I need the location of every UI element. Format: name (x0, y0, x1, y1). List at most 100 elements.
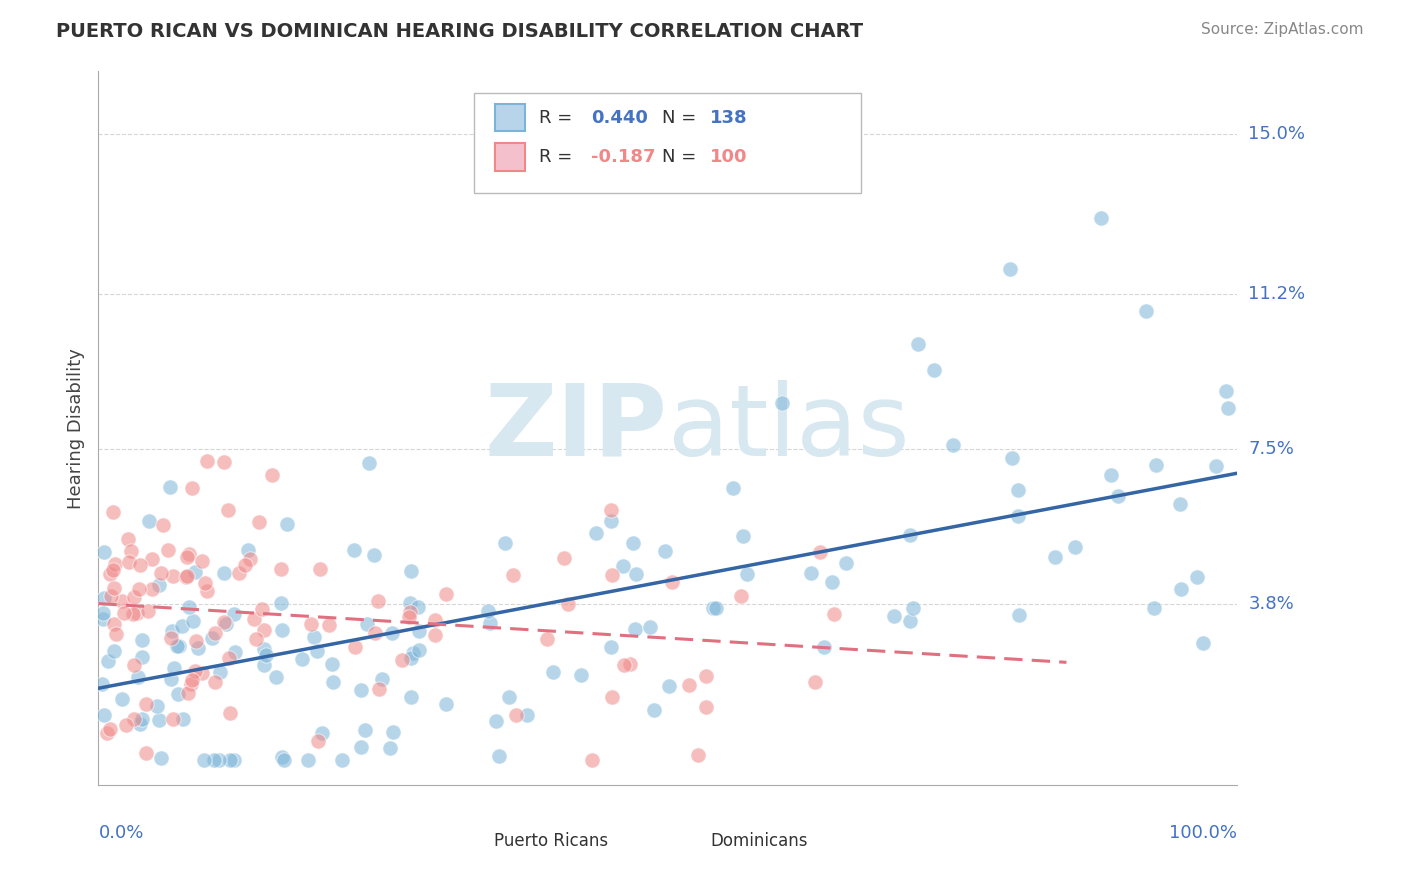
Point (215, 617, 238, 632)
Point (291, 652, 314, 666)
Point (1007, 608, 1029, 623)
Point (103, 581, 125, 595)
Point (1007, 483, 1029, 497)
Point (122, 590, 145, 604)
Point (201, 631, 224, 645)
Point (224, 607, 246, 622)
Point (212, 455, 235, 469)
Point (823, 607, 845, 621)
Point (128, 558, 150, 573)
Point (180, 677, 202, 691)
Point (770, 396, 793, 410)
Point (202, 753, 225, 767)
Point (599, 503, 621, 517)
Point (1170, 582, 1192, 596)
Point (557, 597, 579, 611)
Point (150, 566, 173, 581)
Point (254, 648, 277, 662)
Point (181, 673, 204, 687)
Point (309, 562, 332, 576)
Point (138, 514, 160, 528)
Point (391, 653, 413, 667)
Point (111, 691, 134, 706)
Point (238, 543, 260, 558)
Point (1090, 211, 1112, 226)
Text: PUERTO RICAN VS DOMINICAN HEARING DISABILITY CORRELATION CHART: PUERTO RICAN VS DOMINICAN HEARING DISABI… (56, 22, 863, 41)
Point (569, 668, 592, 682)
Point (97, 654, 120, 668)
Point (115, 718, 138, 732)
Point (318, 618, 340, 632)
Text: 0.0%: 0.0% (98, 824, 143, 842)
Text: 11.2%: 11.2% (1249, 285, 1306, 303)
Point (800, 566, 823, 580)
Point (302, 630, 325, 644)
Point (408, 624, 430, 639)
Point (498, 690, 520, 704)
Point (212, 615, 235, 630)
Point (813, 640, 835, 655)
Point (1007, 509, 1029, 524)
Point (187, 640, 209, 655)
Point (434, 587, 457, 601)
Point (98, 566, 121, 581)
Point (723, 481, 745, 495)
Point (297, 753, 319, 767)
FancyBboxPatch shape (495, 104, 524, 131)
Point (117, 533, 139, 547)
Point (1045, 549, 1067, 564)
Point (371, 673, 394, 687)
Point (401, 646, 423, 660)
Point (516, 708, 538, 723)
Point (131, 632, 153, 647)
Point (612, 559, 634, 574)
Point (602, 568, 624, 582)
FancyBboxPatch shape (474, 93, 862, 193)
Text: 100.0%: 100.0% (1170, 824, 1237, 842)
Point (730, 589, 752, 603)
Point (581, 753, 603, 767)
Point (93, 591, 115, 605)
Point (167, 640, 190, 654)
Point (214, 566, 236, 581)
Point (434, 698, 457, 712)
Point (148, 578, 170, 592)
Point (1143, 601, 1166, 615)
Text: atlas: atlas (668, 380, 910, 476)
Point (170, 619, 193, 633)
Point (901, 601, 924, 615)
Point (613, 658, 636, 673)
Point (141, 551, 163, 566)
Point (247, 515, 270, 529)
Point (488, 749, 510, 764)
Point (177, 599, 200, 614)
FancyBboxPatch shape (463, 833, 479, 851)
Point (111, 594, 134, 608)
Point (1191, 635, 1213, 649)
Point (222, 753, 245, 767)
Point (1064, 540, 1087, 554)
Point (1215, 384, 1237, 399)
Point (332, 753, 354, 767)
Point (623, 622, 645, 636)
Point (643, 703, 665, 717)
Point (494, 536, 516, 550)
Point (585, 526, 607, 541)
Point (276, 516, 298, 531)
Point (270, 749, 292, 764)
Point (245, 632, 267, 647)
Point (322, 674, 344, 689)
Point (184, 633, 207, 648)
Point (270, 623, 292, 637)
Point (536, 632, 558, 647)
Point (128, 582, 150, 596)
Point (307, 643, 329, 657)
Point (273, 753, 295, 767)
Point (378, 741, 401, 756)
Point (136, 604, 159, 618)
Point (134, 746, 156, 760)
Point (299, 616, 322, 631)
Point (695, 669, 717, 683)
Point (253, 623, 276, 637)
FancyBboxPatch shape (679, 833, 696, 851)
